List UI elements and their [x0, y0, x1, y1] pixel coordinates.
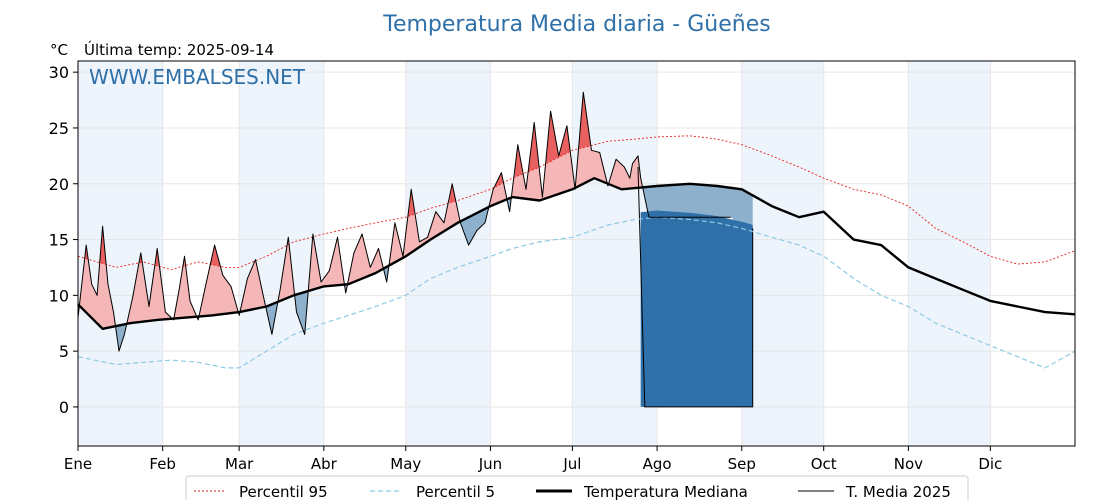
- anomaly-fills: [78, 92, 754, 408]
- legend-label-median: Temperatura Mediana: [583, 483, 748, 500]
- series-line-p5: [77, 216, 1076, 369]
- fill-above-median: [609, 155, 644, 192]
- series-line-p95: [77, 135, 1076, 271]
- missing-data-outline: [637, 166, 754, 408]
- fill-above-p95: [579, 92, 591, 149]
- x-tick-label: Jul: [562, 455, 581, 473]
- fill-above-p95: [210, 245, 220, 267]
- x-tick-label: Feb: [149, 455, 176, 473]
- chart-title: Temperatura Media diaria - Güeñes: [382, 12, 770, 37]
- series-line-median: [77, 177, 1076, 330]
- month-band: [405, 61, 491, 446]
- legend-box: [185, 475, 969, 500]
- watermark: WWW.EMBALSES.NET: [89, 65, 306, 89]
- y-tick-label: 25: [49, 119, 69, 138]
- fill-above-p95: [449, 183, 455, 203]
- fill-above-median: [127, 248, 174, 324]
- fill-above-p95: [528, 122, 539, 172]
- fill-above-median: [489, 172, 509, 207]
- fill-below-median: [116, 322, 128, 352]
- month-band: [78, 61, 163, 446]
- month-band: [741, 61, 824, 446]
- x-tick-label: Dic: [978, 455, 1002, 473]
- x-tick-label: Abr: [311, 455, 338, 473]
- y-tick-label: 30: [49, 63, 69, 82]
- x-tick-label: Nov: [894, 455, 923, 473]
- x-tick-label: Jun: [478, 455, 502, 473]
- fill-above-median: [79, 226, 117, 332]
- fill-below-median: [508, 189, 513, 212]
- series-lines: [77, 91, 1076, 369]
- y-tick-label: 0: [59, 398, 69, 417]
- legend-label-p95: Percentil 95: [239, 483, 328, 500]
- x-tick-label: Mar: [225, 455, 254, 473]
- legend-label-media2025: T. Media 2025: [845, 483, 951, 500]
- fill-below-median: [460, 206, 490, 246]
- x-tick-label: May: [390, 455, 421, 473]
- x-axis-ticks: Ene Feb Mar Abr May Jun Jul Ago Sep Oct Nov Dic: [64, 446, 1002, 473]
- series-line-media2025: [77, 91, 731, 352]
- fill-above-median: [240, 259, 267, 312]
- legend: Percentil 95 Percentil 5 Temperatura Med…: [185, 475, 969, 500]
- fill-missing-data: [640, 210, 753, 407]
- fill-above-median: [175, 256, 197, 319]
- x-tick-label: Oct: [811, 455, 837, 473]
- y-tick-label: 20: [49, 175, 69, 194]
- x-tick-label: Ene: [64, 455, 92, 473]
- fill-above-median: [348, 234, 384, 285]
- y-tick-label: 10: [49, 286, 69, 305]
- fill-above-p95: [515, 144, 522, 178]
- fill-above-p95: [408, 189, 414, 217]
- fill-above-median: [278, 237, 296, 302]
- fill-above-median: [389, 183, 461, 266]
- unit-label: °C: [50, 41, 68, 59]
- last-temp-label: Última temp: 2025-09-14: [84, 40, 274, 59]
- fill-above-p95: [155, 248, 159, 267]
- y-tick-label: 15: [49, 231, 69, 250]
- x-tick-label: Sep: [728, 455, 756, 473]
- y-axis-ticks: 0 5 10 15 20 25 30: [49, 63, 78, 417]
- fill-above-median: [308, 234, 346, 294]
- month-band: [908, 61, 991, 446]
- fill-above-p95: [99, 226, 106, 265]
- y-tick-label: 5: [59, 342, 69, 361]
- month-bands: [78, 61, 991, 446]
- month-band: [239, 61, 324, 446]
- fill-below-median: [643, 183, 753, 407]
- fill-above-p95: [494, 172, 503, 188]
- legend-label-p5: Percentil 5: [416, 483, 495, 500]
- fill-above-p95: [546, 111, 570, 164]
- plot-frame: [77, 60, 1076, 447]
- x-tick-label: Ago: [643, 455, 672, 473]
- fill-above-median: [199, 245, 240, 317]
- fill-above-median: [512, 111, 576, 201]
